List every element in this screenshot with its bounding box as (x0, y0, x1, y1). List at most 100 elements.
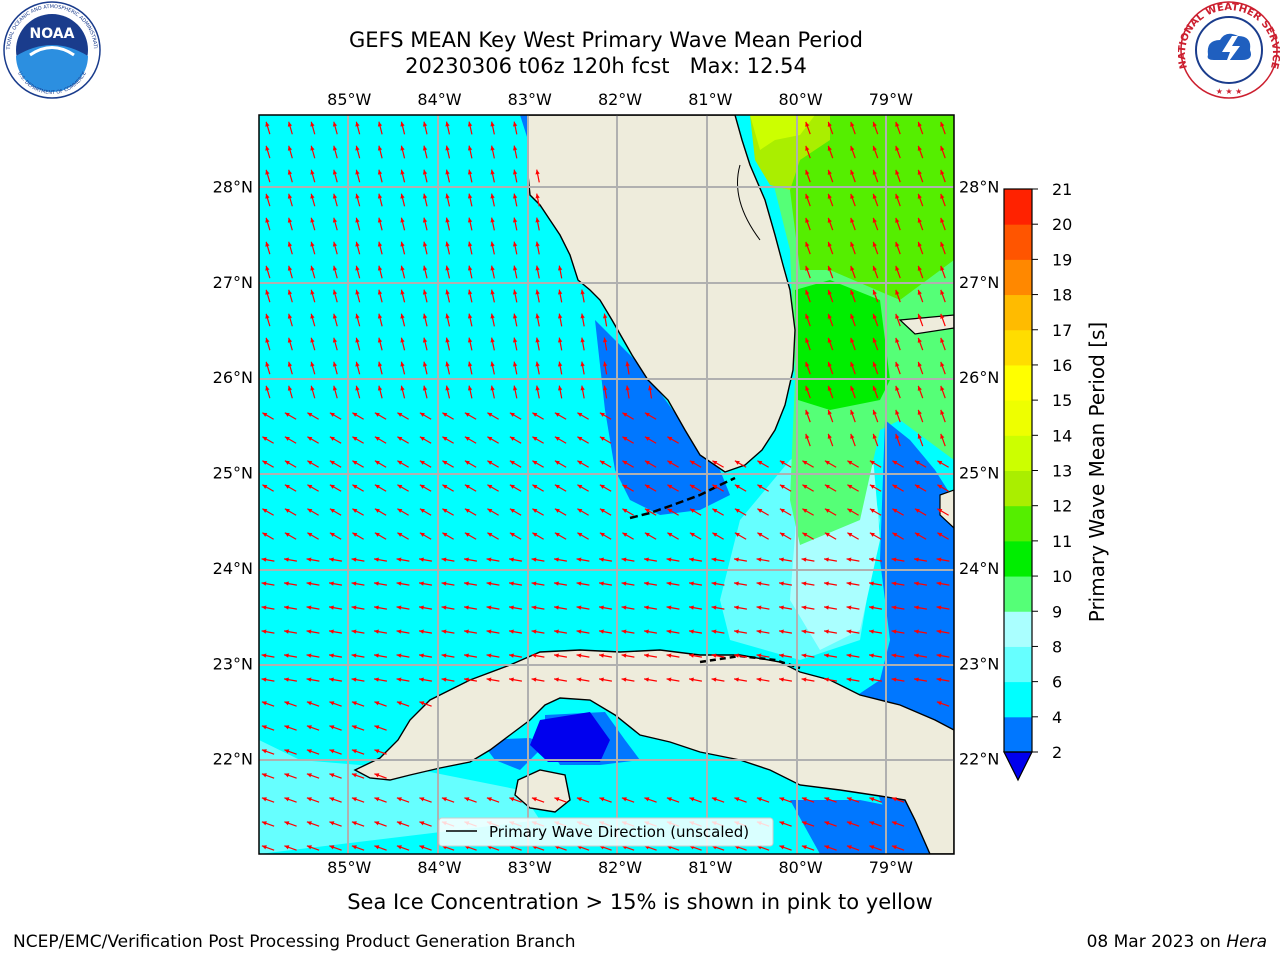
wave-arrow (598, 581, 613, 586)
lon-tick-top-4: 81°W (688, 90, 732, 109)
wave-arrow (895, 265, 901, 279)
wave-arrow (283, 677, 298, 682)
wave-arrow (487, 460, 499, 468)
wave-arrow (329, 845, 342, 851)
colorbar-segment-16-17 (1004, 329, 1032, 366)
wave-arrow (667, 532, 679, 540)
wave-arrow (913, 653, 928, 658)
wave-arrow (733, 653, 748, 658)
wave-arrow (891, 845, 905, 851)
max-value: Max: 12.54 (689, 54, 807, 78)
wave-arrow (667, 484, 679, 492)
wave-arrow (306, 629, 320, 634)
wave-arrow (553, 629, 568, 634)
wave-arrow (711, 797, 725, 803)
wave-arrow (467, 145, 473, 159)
wave-arrow (603, 337, 608, 351)
lon-tick-bottom-1: 84°W (417, 858, 461, 877)
wave-arrow (374, 749, 387, 755)
wave-arrow (400, 241, 406, 255)
wave-arrow (824, 484, 837, 492)
wave-arrow (805, 217, 811, 231)
wave-arrow (261, 701, 275, 707)
wave-arrow (644, 797, 657, 803)
wave-arrow (287, 217, 293, 231)
wave-arrow (937, 484, 949, 492)
wave-arrow (778, 653, 793, 658)
wave-arrow (580, 361, 585, 375)
wave-arrow (445, 289, 451, 303)
wave-arrow (442, 460, 454, 468)
wave-arrow (463, 605, 478, 610)
wave-arrow (917, 337, 924, 351)
wave-arrow (373, 581, 388, 586)
wave-arrow (940, 193, 946, 207)
wave-arrow (445, 337, 451, 351)
wave-arrow (850, 217, 856, 231)
wave-arrow (895, 289, 901, 303)
wave-arrow (512, 361, 518, 375)
wave-arrow (306, 725, 320, 731)
wave-arrow (261, 581, 275, 586)
wave-arrow (261, 773, 275, 779)
wave-arrow (827, 169, 834, 183)
wave-arrow (445, 265, 451, 279)
wave-arrow (622, 532, 634, 540)
wave-arrow (823, 605, 838, 610)
wave-arrow (329, 749, 342, 755)
lat-tick-right-3: 25°N (959, 464, 999, 483)
wave-arrow (801, 797, 815, 803)
wave-arrow (328, 557, 343, 562)
wave-arrow (805, 145, 811, 159)
wave-arrow (377, 241, 383, 255)
wave-arrow (689, 460, 702, 468)
wave-arrow (846, 677, 860, 682)
wave-arrow (463, 653, 478, 658)
lat-tick-right-4: 24°N (959, 559, 999, 578)
wave-arrow (377, 385, 383, 399)
wave-arrow (486, 629, 500, 634)
colorbar-segment-20-21 (1004, 189, 1032, 225)
colorbar-tick-label: 10 (1052, 567, 1072, 586)
colorbar-segment-6-8 (1004, 646, 1032, 683)
wave-arrow (351, 797, 365, 803)
wave-arrow (847, 532, 859, 540)
wave-arrow (400, 145, 406, 159)
wave-arrow (442, 436, 454, 444)
wave-arrow (868, 557, 883, 562)
wave-arrow (872, 433, 879, 447)
wave-arrow (265, 361, 271, 375)
wave-arrow (850, 433, 856, 447)
wave-arrow (306, 605, 320, 610)
wave-arrow (936, 677, 950, 682)
wave-arrow (823, 581, 838, 586)
wave-arrow (778, 629, 793, 634)
wave-arrow (580, 313, 585, 327)
wave-arrow (577, 484, 589, 492)
wave-arrow (261, 605, 275, 610)
wave-arrow (377, 265, 383, 279)
wave-arrow (644, 460, 657, 468)
wave-arrow (445, 361, 451, 375)
wave-arrow (801, 557, 815, 562)
colorbar-segment-2-4 (1004, 716, 1032, 753)
cuba-land (353, 649, 954, 854)
wave-arrow (689, 484, 702, 492)
wave-arrow (734, 532, 747, 540)
wave-arrow (419, 436, 432, 444)
wave-arrow (917, 409, 924, 423)
colorbar-segment-17-18 (1004, 294, 1032, 331)
wave-arrow (850, 361, 856, 375)
wave-arrow (487, 412, 499, 420)
colorbar-tick-label: 11 (1052, 532, 1072, 551)
wave-arrow (490, 337, 495, 351)
colorbar-segment-8-9 (1004, 611, 1032, 647)
wave-arrow (377, 217, 383, 231)
wave-arrow (553, 557, 568, 562)
legend-label: Primary Wave Direction (unscaled) (489, 823, 749, 841)
wave-arrow (643, 677, 658, 682)
wave-arrow (869, 845, 882, 851)
wave-arrow (711, 677, 725, 682)
wave-arrow (374, 484, 387, 492)
colorbar-tick-label: 4 (1052, 708, 1062, 727)
